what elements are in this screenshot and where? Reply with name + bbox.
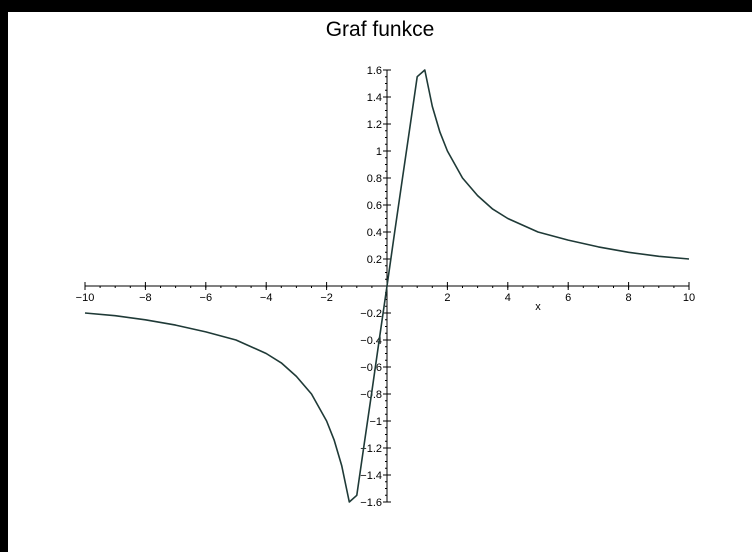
x-tick-label: 6 — [565, 292, 571, 304]
y-tick-label: −0.6 — [360, 362, 382, 374]
y-tick-label: 1.2 — [367, 119, 382, 131]
chart-title: Graf funkce — [325, 18, 435, 41]
function-curve — [84, 69, 690, 503]
x-tick-label: 10 — [683, 292, 695, 304]
x-tick-label: 8 — [626, 292, 632, 304]
y-tick-label: −0.4 — [360, 335, 382, 347]
y-tick-label: 0.8 — [367, 173, 382, 185]
y-tick-label: 1.4 — [367, 92, 382, 104]
y-tick-label: −1 — [369, 416, 382, 428]
x-tick-label: −6 — [200, 292, 213, 304]
x-tick-label: −8 — [139, 292, 152, 304]
x-tick-label: −10 — [76, 292, 95, 304]
y-tick-label: 0.4 — [367, 227, 382, 239]
y-tick-label: −1.4 — [360, 470, 382, 482]
ticks: −10 −8 −6 −4 −2 2 4 6 8 10 1.6 1.4 1.2 1 0.8 0.6 0.4 0.2 −… — [76, 65, 695, 509]
y-tick-label: 0.2 — [367, 254, 382, 266]
x-tick-label: −4 — [260, 292, 273, 304]
x-tick-label: −2 — [320, 292, 333, 304]
x-tick-label: 2 — [444, 292, 450, 304]
x-axis-label: x — [535, 301, 541, 313]
y-tick-label: −1.6 — [360, 497, 382, 509]
y-tick-label: −0.2 — [360, 308, 382, 320]
curves — [84, 69, 690, 503]
x-tick-label: 4 — [505, 292, 511, 304]
y-tick-label: 1.6 — [367, 65, 382, 77]
y-tick-label: −1.2 — [360, 443, 382, 455]
y-tick-label: 1 — [376, 146, 382, 158]
y-tick-label: 0.6 — [367, 200, 382, 212]
